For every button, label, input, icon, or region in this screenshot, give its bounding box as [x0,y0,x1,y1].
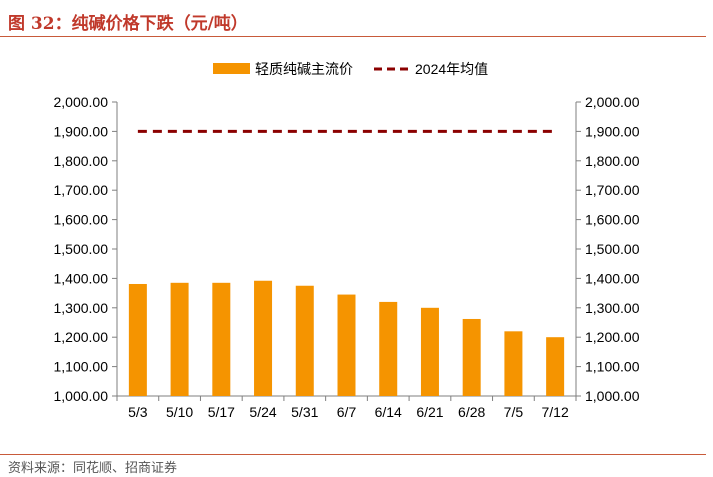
bar [462,318,481,396]
legend: 轻质纯碱主流价 2024年均值 [213,61,488,77]
x-tick-label: 5/17 [208,404,235,420]
y-tick-label-left: 1,100.00 [54,359,109,375]
bar [546,337,565,396]
x-tick-label: 7/12 [542,404,569,420]
y-tick-label-left: 1,600.00 [54,212,109,228]
y-tick-label-right: 1,600.00 [585,212,640,228]
y-tick-label-left: 1,900.00 [54,123,109,139]
y-tick-label-right: 1,400.00 [585,270,640,286]
bar [170,282,189,396]
bar [337,294,356,396]
bar [254,280,273,396]
y-tick-label-right: 1,700.00 [585,182,640,198]
x-tick-label: 7/5 [504,404,524,420]
y-tick-label-right: 1,900.00 [585,123,640,139]
y-tick-label-left: 1,400.00 [54,270,109,286]
x-tick-label: 6/28 [458,404,485,420]
bar [504,331,523,396]
axes: 1,000.00 1,000.00 1,100.00 1,100.00 1,200.00… [54,94,640,420]
bar [128,283,147,396]
legend-bar-swatch [213,63,250,74]
source-note: 资料来源：同花顺、招商证券 [8,461,178,476]
y-tick-label-right: 1,300.00 [585,300,640,316]
x-tick-label: 5/10 [166,404,193,420]
bar [420,307,439,396]
y-tick-label-left: 1,500.00 [54,241,109,257]
y-tick-label-right: 2,000.00 [585,94,640,110]
y-tick-label-right: 1,500.00 [585,241,640,257]
bar [379,301,398,396]
y-tick-label-left: 1,000.00 [54,388,109,404]
bar [295,285,314,396]
legend-line-label: 2024年均值 [415,61,488,77]
x-tick-label: 5/3 [128,404,148,420]
legend-bar-label: 轻质纯碱主流价 [255,61,353,77]
bar-series [128,280,565,396]
bar [212,282,231,396]
chart-title: 图 32：纯碱价格下跌（元/吨） [8,14,248,34]
x-tick-label: 6/7 [337,404,357,420]
y-tick-label-right: 1,000.00 [585,388,640,404]
footer-divider [0,454,706,455]
title-divider [0,36,706,37]
y-tick-label-left: 1,800.00 [54,153,109,169]
x-tick-label: 6/14 [375,404,402,420]
x-tick-label: 5/31 [291,404,318,420]
y-tick-label-left: 1,200.00 [54,329,109,345]
y-tick-label-left: 2,000.00 [54,94,109,110]
y-tick-label-left: 1,300.00 [54,300,109,316]
x-tick-label: 5/24 [249,404,276,420]
y-tick-label-right: 1,200.00 [585,329,640,345]
y-tick-label-right: 1,100.00 [585,359,640,375]
y-tick-label-right: 1,800.00 [585,153,640,169]
y-tick-label-left: 1,700.00 [54,182,109,198]
x-tick-label: 6/21 [416,404,443,420]
